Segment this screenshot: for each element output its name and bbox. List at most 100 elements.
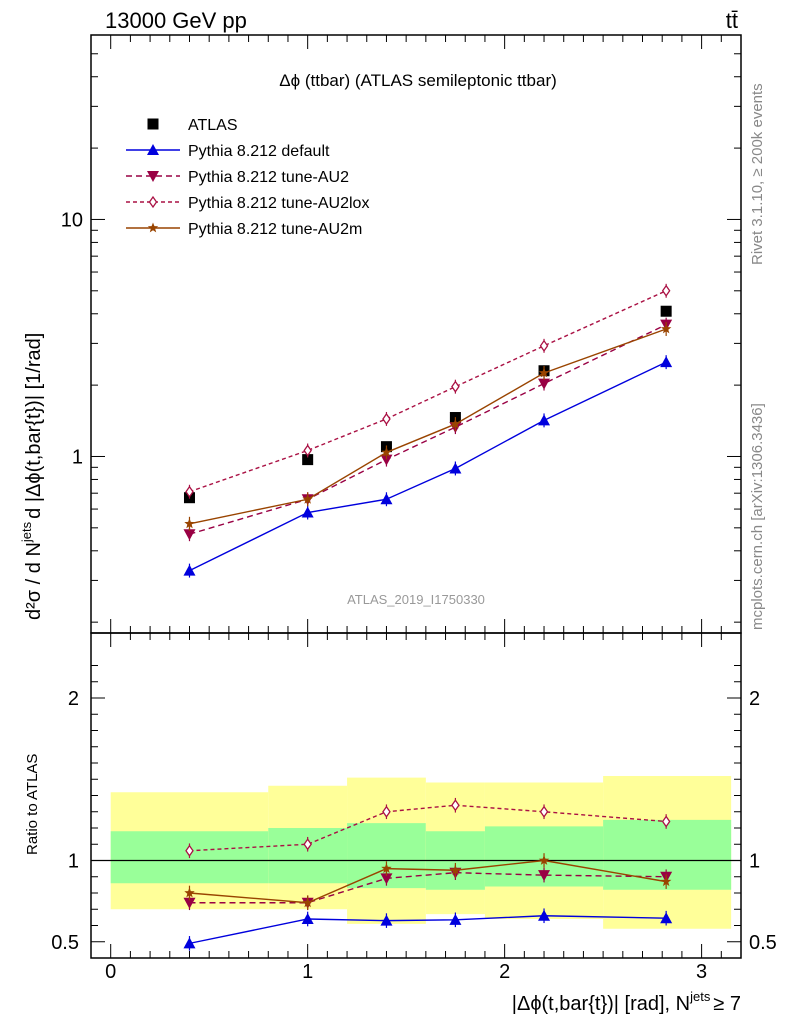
ratio-point bbox=[380, 914, 393, 926]
y-tick-label: 10 bbox=[61, 209, 83, 231]
legend-marker bbox=[147, 118, 159, 130]
ratio-point bbox=[660, 876, 672, 887]
main-title: Δϕ (ttbar) (ATLAS semileptonic ttbar) bbox=[279, 71, 557, 90]
data-point bbox=[660, 356, 673, 368]
ratio-y-tick-label: 0.5 bbox=[51, 932, 79, 954]
series-0 bbox=[183, 305, 672, 504]
data-point bbox=[183, 564, 196, 576]
x-tick-label: 3 bbox=[696, 961, 707, 983]
data-point bbox=[303, 444, 312, 457]
data-point bbox=[380, 493, 393, 505]
ratio-series-3 bbox=[185, 797, 671, 859]
ratio-point bbox=[183, 897, 196, 909]
ratio-y-tick-label: 2 bbox=[68, 688, 79, 710]
data-point bbox=[301, 506, 314, 518]
legend-entry: Pythia 8.212 default bbox=[126, 143, 330, 160]
ratio-point bbox=[449, 913, 462, 925]
main-panel: 1 10 Δϕ (ttbar) (ATLAS semileptonic ttbar… bbox=[19, 34, 742, 634]
ratio-y-tick-label: 2 bbox=[749, 688, 760, 710]
ratio-series-1 bbox=[183, 908, 673, 951]
y-tick-label: 1 bbox=[72, 446, 83, 468]
ratio-panel: 0.5 0.5 1 1 2 2 Ratio to ATLAS bbox=[24, 632, 777, 959]
ratio-y-tick-label: 0.5 bbox=[749, 932, 777, 954]
ratio-point bbox=[301, 913, 314, 924]
ratio-y-axis-label: Ratio to ATLAS bbox=[24, 754, 41, 855]
legend-marker bbox=[148, 195, 158, 209]
ratio-point bbox=[661, 815, 671, 828]
ratio-point bbox=[538, 909, 551, 921]
ratio-point bbox=[184, 887, 195, 898]
ratio-point bbox=[538, 870, 551, 882]
analysis-label: ATLAS_2019_I1750330 bbox=[347, 592, 485, 607]
legend-marker bbox=[147, 144, 159, 155]
data-point bbox=[302, 493, 313, 504]
ratio-point bbox=[382, 805, 391, 818]
ratio-line bbox=[189, 871, 667, 904]
legend-label: Pythia 8.212 default bbox=[188, 143, 330, 160]
legend-entry: ATLAS bbox=[147, 117, 238, 134]
legend-entry: Pythia 8.212 tune-AU2lox bbox=[126, 195, 369, 212]
data-point bbox=[538, 378, 551, 390]
legend-label: Pythia 8.212 tune-AU2 bbox=[188, 169, 349, 186]
series-line bbox=[189, 328, 667, 525]
data-point bbox=[449, 462, 462, 474]
series-line bbox=[189, 323, 667, 535]
data-point bbox=[451, 380, 460, 393]
uncertainty-band-inner bbox=[268, 828, 348, 884]
ratio-point bbox=[303, 838, 312, 851]
data-point bbox=[183, 529, 196, 541]
data-point bbox=[660, 305, 672, 317]
legend-label: ATLAS bbox=[188, 117, 238, 134]
data-point bbox=[450, 418, 461, 429]
series-line bbox=[189, 290, 667, 493]
data-point bbox=[661, 284, 671, 297]
legend-label: Pythia 8.212 tune-AU2m bbox=[188, 221, 362, 238]
ratio-point bbox=[302, 897, 313, 908]
ratio-point bbox=[185, 844, 194, 857]
ratio-point bbox=[451, 799, 460, 812]
data-point bbox=[382, 412, 391, 426]
series-3 bbox=[185, 283, 671, 499]
ratio-y-tick-label: 1 bbox=[749, 851, 760, 873]
data-point bbox=[185, 485, 194, 498]
data-point bbox=[538, 414, 551, 426]
data-point bbox=[538, 367, 550, 378]
ratio-line bbox=[189, 804, 667, 852]
ratio-series-4 bbox=[184, 853, 672, 911]
legend-entry: Pythia 8.212 tune-AU2 bbox=[126, 169, 349, 186]
data-point bbox=[380, 454, 393, 466]
data-point bbox=[539, 339, 549, 352]
series-1 bbox=[183, 355, 673, 578]
ratio-y-tick-label: 1 bbox=[68, 851, 79, 873]
series-line bbox=[189, 361, 667, 572]
ratio-point bbox=[538, 855, 550, 865]
energy-label: 13000 GeV pp bbox=[105, 8, 247, 33]
ratio-line bbox=[189, 859, 667, 904]
y-axis-label: d²σ / d Njetsd |Δϕ(t,bar{t})| [1/rad] bbox=[19, 333, 45, 620]
data-point bbox=[184, 518, 195, 529]
process-label: tt̄ bbox=[726, 8, 738, 33]
x-axis-label: |Δϕ(t,bar{t})| [rad], Njets ≥ 7 bbox=[512, 989, 741, 1015]
ratio-line bbox=[189, 915, 667, 945]
legend-marker bbox=[147, 171, 159, 182]
ratio-point bbox=[539, 805, 549, 818]
ratio-point bbox=[381, 863, 392, 874]
x-tick-label: 1 bbox=[302, 961, 313, 983]
rivet-label: Rivet 3.1.10, ≥ 200k events bbox=[749, 83, 766, 265]
data-point bbox=[660, 323, 672, 334]
ratio-point bbox=[660, 912, 673, 924]
series-2 bbox=[183, 317, 673, 542]
series-4 bbox=[184, 322, 672, 531]
legend: ATLAS Pythia 8.212 default Pythia 8.212 tu… bbox=[126, 117, 369, 238]
data-point bbox=[302, 454, 314, 466]
ratio-point bbox=[183, 937, 196, 949]
data-point bbox=[381, 446, 392, 457]
x-tick-label: 0 bbox=[105, 961, 116, 983]
legend-marker bbox=[147, 222, 159, 233]
legend-label: Pythia 8.212 tune-AU2lox bbox=[188, 195, 369, 212]
ratio-point bbox=[380, 873, 393, 885]
x-tick-label: 2 bbox=[499, 961, 510, 983]
mcplots-label: mcplots.cern.ch [arXiv:1306.3436] bbox=[749, 403, 766, 630]
ratio-point bbox=[450, 864, 461, 875]
